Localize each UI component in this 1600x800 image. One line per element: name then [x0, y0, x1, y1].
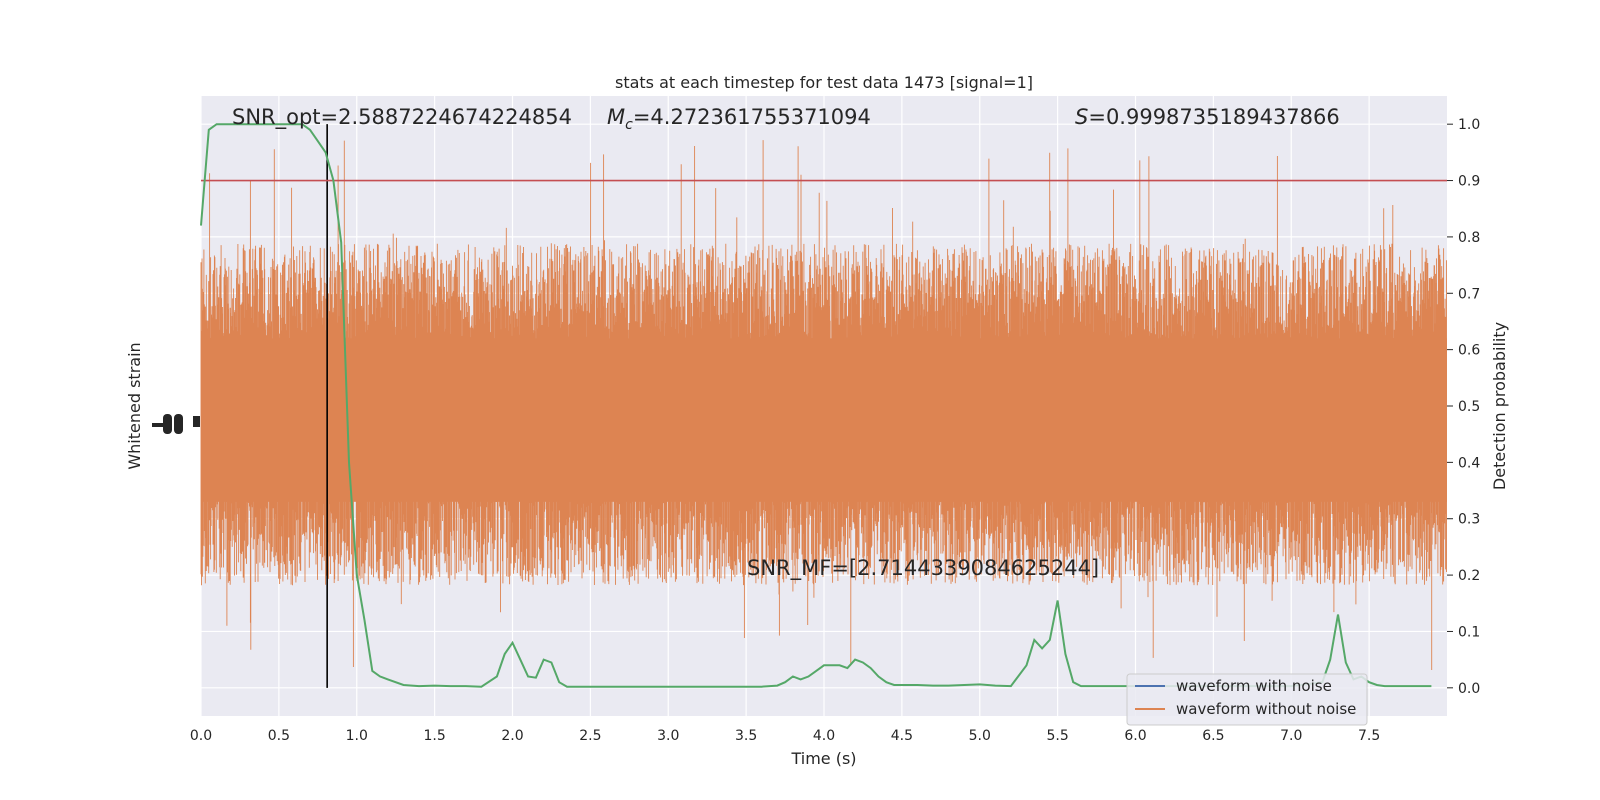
y-tick-label: 0.1	[1458, 624, 1480, 640]
y-tick-label: 0.9	[1458, 174, 1480, 190]
snr-opt-annotation: SNR_opt=2.5887224674224854	[232, 105, 572, 130]
y-tick-label: 0.7	[1458, 286, 1480, 302]
legend: waveform with noise waveform without noi…	[1126, 673, 1368, 726]
y-tick-label: 0.4	[1458, 455, 1480, 471]
x-tick-label: 2.5	[579, 728, 601, 744]
legend-label-with-noise: waveform with noise	[1176, 677, 1332, 695]
legend-box	[1126, 673, 1368, 726]
x-tick-label: 1.5	[423, 728, 445, 744]
snr-mf-annotation: SNR_MF=[2.7144339084625244]	[747, 556, 1099, 581]
x-tick-label: 3.0	[657, 728, 679, 744]
x-tick-label: 2.0	[501, 728, 523, 744]
x-tick-label: 7.5	[1358, 728, 1380, 744]
x-tick-label: 0.0	[190, 728, 212, 744]
waveform-without-noise-series	[200, 140, 1447, 670]
x-tick-label: 1.0	[346, 728, 368, 744]
y-tick-label: 0.3	[1458, 512, 1480, 528]
x-tick-label: 6.0	[1124, 728, 1146, 744]
y-tick-label: 1.0	[1458, 117, 1480, 133]
x-tick-label: 7.0	[1280, 728, 1302, 744]
x-axis-label: Time (s)	[790, 749, 856, 768]
x-tick-label: 5.5	[1046, 728, 1068, 744]
y-axis-right-label: Detection probability	[1490, 322, 1509, 490]
s-annotation: S=0.9998735189437866	[1075, 105, 1340, 129]
x-tick-label: 5.0	[969, 728, 991, 744]
chart-title: stats at each timestep for test data 147…	[615, 73, 1033, 92]
x-axis-ticks: 0.0 0.5 1.0 1.5 2.0 2.5 3.0 3.5 4.0 4.5 5.0 5.5 6.0 6…	[190, 728, 1380, 744]
chirp-mass-annotation: Mc=4.272361755371094	[607, 105, 871, 133]
x-tick-label: 4.5	[891, 728, 913, 744]
legend-label-without-noise: waveform without noise	[1176, 700, 1356, 718]
x-tick-label: 3.5	[735, 728, 757, 744]
y-axis-left-collapsed-ticks	[152, 414, 200, 434]
y-tick-label: 0.8	[1458, 230, 1480, 246]
x-tick-label: 4.0	[813, 728, 835, 744]
y-axis-left-label: Whitened strain	[125, 342, 144, 469]
y-tick-label: 0.2	[1458, 568, 1480, 584]
y-tick-label: 0.0	[1458, 681, 1480, 697]
y-tick-label: 0.5	[1458, 399, 1480, 415]
x-tick-label: 6.5	[1202, 728, 1224, 744]
y-axis-right-ticks: 0.0 0.1 0.2 0.3 0.4 0.5 0.6 0.7 0.8 0.9 1.0	[1447, 117, 1480, 697]
x-tick-label: 0.5	[268, 728, 290, 744]
detection-probability-series	[200, 123, 1432, 688]
noise-waveform-core	[201, 338, 1447, 502]
y-tick-label: 0.6	[1458, 343, 1480, 359]
